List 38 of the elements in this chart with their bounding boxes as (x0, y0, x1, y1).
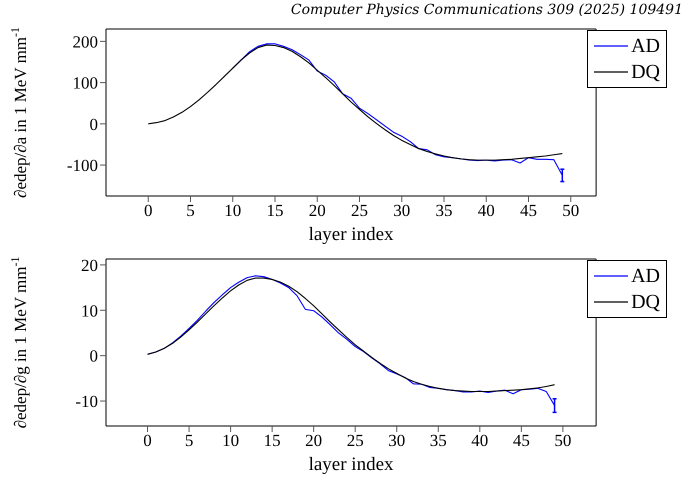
y-tick-label: 20 (81, 256, 98, 275)
x-tick-label: 50 (554, 431, 572, 450)
x-tick-label: 0 (144, 201, 152, 220)
y-tick-label: 10 (81, 301, 98, 320)
x-tick-label: 15 (264, 431, 281, 450)
legend-label: DQ (631, 60, 660, 85)
x-tick-label: 15 (266, 201, 284, 220)
x-tick-label: 30 (393, 201, 410, 220)
y-tick-label: 200 (72, 32, 98, 52)
y-tick-label: 100 (72, 74, 98, 93)
x-tick-label: 20 (305, 431, 322, 450)
y-tick-label: -100 (66, 156, 98, 176)
x-tick-label: 10 (222, 431, 240, 450)
x-tick-label: 50 (562, 201, 580, 220)
x-tick-label: 45 (520, 201, 538, 220)
text: Computer Physics Communications 309 (2025) 109491 (290, 2, 684, 18)
x-axis-title: layer index (308, 454, 394, 475)
y-tick-label: 0 (90, 346, 98, 366)
x-tick-label: 5 (186, 201, 195, 220)
x-axis-title: layer index (308, 224, 394, 245)
x-tick-label: 35 (430, 431, 447, 450)
y-tick-label: -10 (75, 392, 98, 412)
x-tick-label: 40 (478, 201, 495, 220)
y-tick-label: 0 (90, 114, 98, 134)
x-tick-label: 0 (143, 431, 152, 450)
x-tick-label: 20 (308, 201, 326, 220)
x-tick-label: 25 (351, 201, 368, 220)
legend-label: DQ (631, 290, 660, 315)
line-series (148, 44, 563, 161)
x-tick-label: 40 (471, 431, 488, 450)
x-tick-label: 25 (346, 431, 364, 450)
x-tick-label: 5 (184, 431, 194, 450)
x-tick-label: 45 (512, 431, 530, 450)
legend-label: AD (631, 264, 660, 289)
x-tick-label: 30 (388, 431, 406, 450)
x-tick-label: 35 (436, 201, 453, 220)
legend-label: AD (631, 34, 660, 59)
x-tick-label: 10 (224, 201, 242, 220)
